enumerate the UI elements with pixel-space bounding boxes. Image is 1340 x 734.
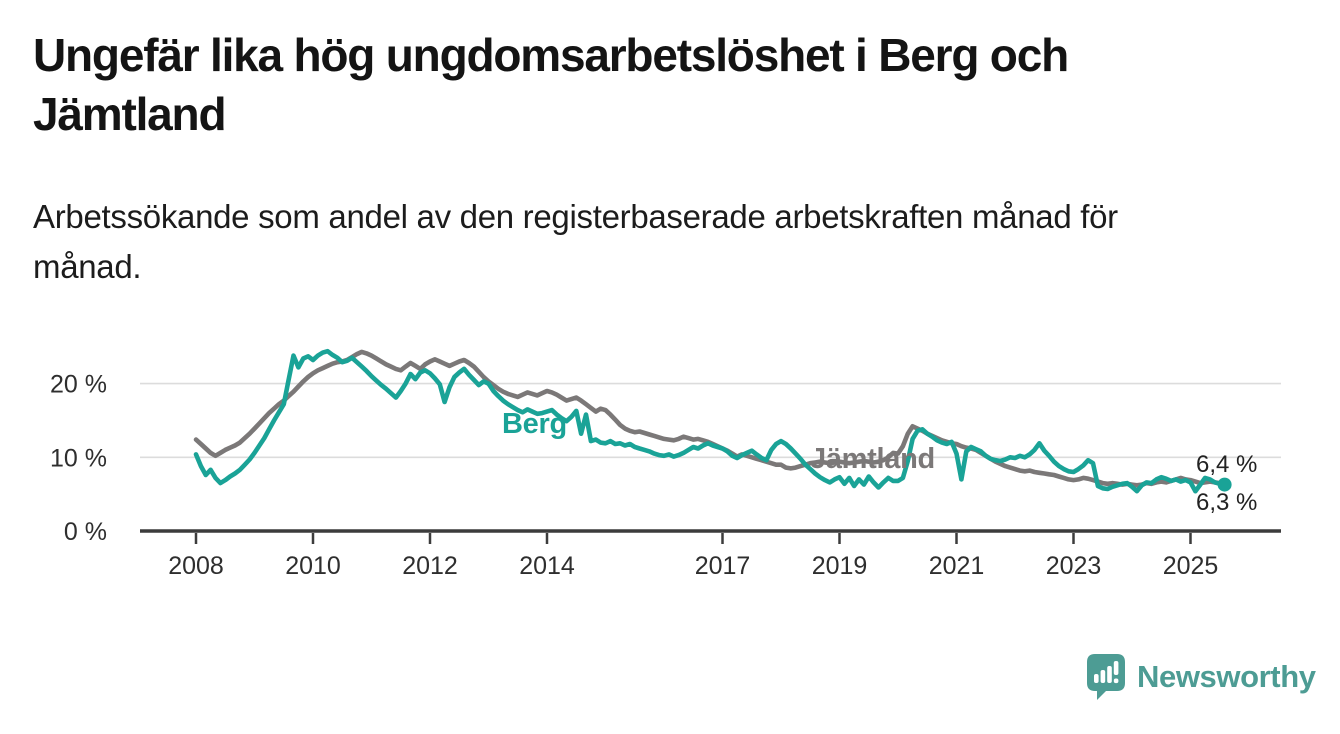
x-axis-tick-label: 2017 <box>695 552 751 580</box>
x-axis-tick-label: 2025 <box>1163 552 1219 580</box>
y-axis-tick-label: 20 % <box>50 371 107 399</box>
y-axis-tick-label: 10 % <box>50 444 107 472</box>
jmtland-line <box>193 349 1227 488</box>
berg-line <box>193 348 1227 494</box>
x-axis-tick-label: 2012 <box>402 552 458 580</box>
x-axis-tick-label: 2021 <box>929 552 985 580</box>
jamtland-end-value-label: 6,4 % <box>1196 451 1258 478</box>
series-end-dot <box>1217 477 1232 492</box>
x-axis-tick-label: 2019 <box>812 552 868 580</box>
jamtland-series-label: Jämtland <box>810 443 935 475</box>
y-axis-tick-label: 0 % <box>64 518 107 546</box>
page-title: Ungefär lika hög ungdomsarbetslöshet i B… <box>33 29 1069 140</box>
chart-subtitle: Arbetssökande som andel av den registerb… <box>33 198 1118 285</box>
newsworthy-logo-text: Newsworthy <box>1137 659 1316 694</box>
berg-series-label: Berg <box>502 408 567 440</box>
line-chart: 0 % 10 % 20 % 2008 2010 2012 2014 2017 2019 2021 2… <box>50 348 1281 580</box>
newsworthy-bar-chart-icon <box>1087 654 1125 700</box>
berg-end-value-label: 6,3 % <box>1196 489 1258 516</box>
x-axis-tick-label: 2023 <box>1046 552 1102 580</box>
x-axis-tick-label: 2008 <box>168 552 224 580</box>
x-axis-tick-label: 2010 <box>285 552 341 580</box>
newsworthy-logo: Newsworthy <box>1086 653 1316 701</box>
x-axis-tick-label: 2014 <box>519 552 575 580</box>
